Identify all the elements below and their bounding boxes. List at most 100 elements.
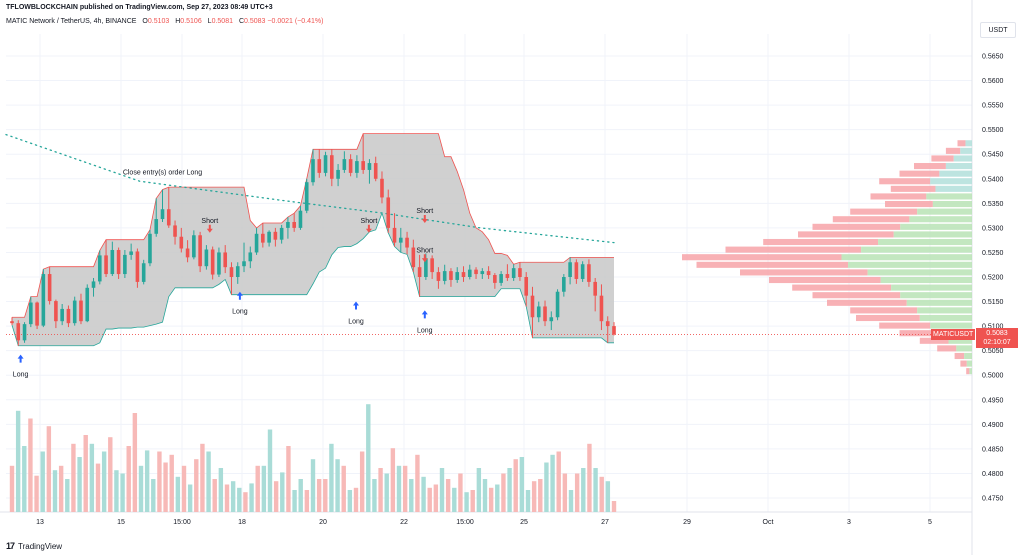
volume-bar [513, 459, 518, 512]
candle-body [110, 249, 115, 275]
time-tick-label: 20 [319, 519, 327, 526]
volume-bar [83, 435, 88, 512]
volume-bar [138, 465, 144, 512]
volume-bar [65, 479, 70, 512]
candle-body [292, 221, 296, 228]
volume-bar [323, 479, 328, 512]
volume-bar [273, 481, 279, 512]
volume-bar [28, 418, 33, 512]
volume-bar [525, 490, 531, 512]
open-value: 0.5103 [147, 18, 170, 25]
signal-long-label: Long [348, 319, 364, 326]
candle-body [104, 255, 108, 275]
profile-bar-up [893, 231, 972, 238]
volume-bar [593, 468, 598, 512]
volume-bar [531, 481, 537, 512]
candle-body [204, 249, 209, 267]
candle-body [298, 210, 303, 228]
candle-body [436, 272, 441, 281]
candle-body [599, 295, 604, 322]
arrow-up-icon [353, 301, 359, 310]
profile-bar-down [966, 368, 970, 375]
time-tick-label: 15 [117, 519, 125, 526]
price-tick-label: 0.5350 [982, 201, 1004, 208]
volume-bar [538, 479, 543, 512]
candle-body [60, 308, 64, 322]
candle-body [248, 252, 253, 262]
arrow-down-icon [365, 224, 372, 233]
trend-line [5, 133, 615, 244]
profile-bar-up [930, 178, 972, 185]
candle-body [580, 264, 585, 279]
volume-bar [206, 451, 211, 512]
price-tick-label: 0.5200 [982, 275, 1004, 282]
volume-bars [9, 404, 617, 512]
candle-body [223, 252, 228, 268]
candle-body [455, 272, 460, 280]
footer: 17 TradingView [6, 541, 62, 551]
symbol-price-label: MATICUSDT [931, 329, 976, 340]
candle-body [72, 300, 77, 324]
candle-body [361, 161, 365, 170]
time-tick-label: 25 [520, 519, 528, 526]
volume-bar [476, 468, 482, 512]
candle-body [424, 258, 428, 277]
candle-body [135, 251, 140, 282]
currency-selector[interactable]: USDT [980, 22, 1016, 38]
candle-body [398, 237, 403, 243]
volume-bar [224, 484, 230, 512]
candle-body [499, 274, 503, 283]
price-axis: 0.5650 0.5600 0.5550 0.5500 0.5450 0.5400 0.53… [982, 54, 1004, 503]
volume-bar [101, 451, 107, 512]
volume-bar [292, 490, 297, 512]
signal-short-label: Short [416, 208, 433, 215]
volume-bar [22, 446, 27, 512]
candle-body [35, 302, 39, 326]
price-cloud [11, 133, 614, 347]
open-label: O [142, 18, 148, 25]
profile-bar-down [885, 200, 933, 208]
profile-bar-down [879, 178, 931, 185]
profile-bar-down [919, 337, 949, 344]
symbol-name[interactable]: MATIC Network / TetherUS, 4h, BINANCE [6, 18, 137, 25]
profile-bar-up [906, 299, 972, 306]
profile-bar-up [926, 193, 972, 200]
time-tick-label: 18 [238, 519, 246, 526]
volume-bar [267, 429, 273, 512]
volume-bar [458, 473, 463, 512]
volume-bar [599, 476, 604, 512]
candle-body [311, 159, 315, 183]
candle-body [392, 227, 397, 243]
profile-bar-up [945, 163, 972, 170]
candle-body [574, 262, 579, 279]
candle-body [79, 300, 83, 322]
candle-body [461, 272, 466, 277]
volume-bar [581, 468, 586, 512]
profile-bar-up [964, 352, 972, 360]
trend-dots [5, 133, 972, 335]
profile-bar-down [879, 322, 931, 329]
profile-bar-down [957, 140, 966, 147]
profile-bar-up [900, 292, 972, 299]
tradingview-logo-icon[interactable]: 17 [6, 541, 15, 551]
volume-bar [230, 481, 236, 512]
candle-body [235, 266, 240, 277]
volume-bar [132, 413, 138, 512]
symbol-line: MATIC Network / TetherUS, 4h, BINANCE O0… [6, 18, 323, 25]
volume-bar [286, 446, 291, 512]
candle-body [66, 308, 71, 324]
candle-body [342, 159, 347, 170]
volume-bar [89, 443, 95, 512]
candle-body [229, 267, 234, 277]
candle-body [442, 271, 447, 281]
volume-bar [329, 443, 334, 512]
volume-bar [95, 463, 101, 512]
arrow-down-icon [421, 254, 428, 263]
cloud-upper-line [12, 133, 614, 318]
profile-bar-down [763, 238, 879, 246]
price-tick-label: 0.5550 [982, 103, 1004, 110]
brand-name[interactable]: TradingView [18, 541, 63, 551]
volume-bar [58, 465, 64, 512]
